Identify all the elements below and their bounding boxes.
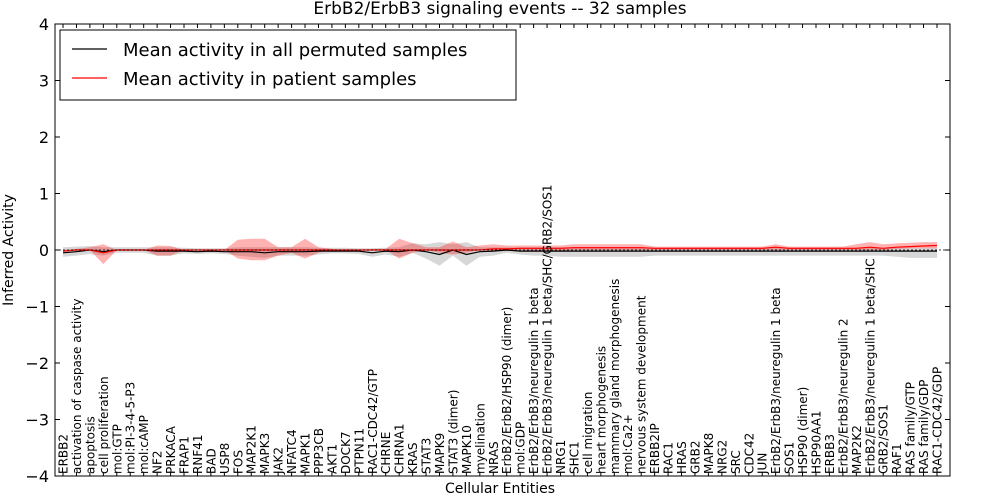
x-tick-label: ErbB2/ErbB3/neuregulin 1 beta (527, 287, 541, 474)
x-tick-label: apoptosis (83, 416, 97, 474)
x-tick-label: MAP2K1 (245, 425, 259, 474)
legend-label-permuted: Mean activity in all permuted samples (123, 40, 467, 61)
y-tick-label: −1 (25, 298, 49, 317)
x-tick-label: mol:Ca2+ (621, 414, 635, 474)
x-tick-label: ErbB2/ErbB3/neuregulin 1 beta/SHC/GRB2/S… (541, 184, 555, 474)
x-tick-label: RAS family/GDP (917, 380, 931, 474)
x-tick-label: GRB2/SOS1 (877, 404, 891, 474)
x-tick-label: CHRNA1 (393, 423, 407, 474)
y-axis-label: Inferred Activity (1, 194, 17, 306)
x-tick-label: MAPK8 (702, 433, 716, 474)
y-tick-label: 2 (39, 128, 49, 147)
y-tick-label: 3 (39, 72, 49, 91)
chart-title: ErbB2/ErbB3 signaling events -- 32 sampl… (313, 0, 686, 19)
confidence-bands (63, 238, 937, 266)
x-tick-label: NF2 (151, 450, 165, 474)
x-tick-label: heart morphogenesis (594, 346, 608, 474)
x-tick-label: mol:cAMP (137, 415, 151, 474)
x-tick-label: MAP2K2 (850, 425, 864, 474)
x-tick-label: ErbB2/ErbB3/neuregulin 1 beta/SHC (863, 258, 877, 474)
y-axis: −4 −3 −2 −1 0 1 2 3 4 (25, 15, 950, 486)
x-tick-label: STAT3 (dimer) (446, 390, 460, 474)
x-axis: ERBB2 activation of caspase activity apopt… (57, 24, 945, 476)
x-tick-label: nervous system development (635, 295, 649, 474)
x-tick-label: MAPK9 (433, 433, 447, 474)
x-tick-label: DOCK7 (339, 431, 353, 474)
x-tick-label: RAS family/GTP (904, 382, 918, 474)
x-tick-label: PPP3CB (312, 428, 326, 474)
y-tick-label: −4 (25, 467, 49, 486)
x-tick-label: ERBB2 (57, 434, 71, 474)
x-tick-label: JUN (756, 453, 770, 475)
x-tick-label: ErbB2/ErbB3/neuregulin 2 (836, 318, 850, 474)
legend-frame (59, 29, 517, 101)
x-tick-label: SRC (729, 450, 743, 474)
x-tick-label: cell proliferation (97, 376, 111, 474)
x-tick-label: myelination (473, 403, 487, 474)
x-tick-label: MAPK10 (460, 425, 474, 474)
x-tick-label: HSP90AA1 (810, 410, 824, 474)
x-tick-label: CHRNE (379, 432, 393, 474)
x-tick-label: ERBB2IP (648, 423, 662, 474)
legend: Mean activity in all permuted samples Me… (59, 29, 517, 101)
x-tick-label: RAC1-CDC42/GTP (366, 369, 380, 474)
series-lines (55, 244, 950, 256)
x-tick-label: RAC1-CDC42/GDP (931, 367, 945, 474)
x-tick-label: mammary gland morphogenesis (608, 279, 622, 474)
y-tick-label: −2 (25, 354, 49, 373)
x-tick-label: cell migration (581, 392, 595, 474)
x-tick-label: GRB2 (689, 440, 703, 474)
x-tick-label: NFATC4 (285, 429, 299, 474)
x-tick-label: ErbB2/ErbB3/neuregulin 1 beta (769, 287, 783, 474)
x-tick-label: mol:GTP (110, 424, 124, 474)
legend-label-patient: Mean activity in patient samples (123, 69, 417, 90)
x-tick-label: AKT1 (325, 444, 339, 474)
y-tick-label: −3 (25, 411, 49, 430)
x-tick-label: BAD (204, 448, 218, 474)
x-axis-label: Cellular Entities (445, 481, 555, 497)
x-tick-label: MAPK3 (258, 433, 272, 474)
x-tick-label: ErbB2/ErbB2/HSP90 (dimer) (500, 307, 514, 474)
x-tick-label: NRG2 (715, 440, 729, 474)
y-tick-label: 1 (39, 185, 49, 204)
x-tick-label: STAT3 (420, 438, 434, 474)
x-tick-label: ERBB3 (823, 434, 837, 474)
x-tick-label: JAK2 (272, 447, 286, 475)
x-tick-label: HRAS (675, 441, 689, 474)
x-tick-label: activation of caspase activity (70, 299, 84, 474)
x-tick-label: mol:GDP (514, 422, 528, 474)
x-tick-label: RNF41 (191, 435, 205, 475)
x-tick-label: KRAS (406, 442, 420, 474)
x-tick-label: SHC1 (568, 441, 582, 474)
x-tick-label: FRAP1 (178, 436, 192, 474)
y-tick-label: 0 (39, 241, 49, 260)
x-tick-label: mol:PI-3-4-5-P3 (124, 382, 138, 474)
x-tick-label: PRKACA (164, 425, 178, 474)
x-tick-label: USP8 (218, 443, 232, 474)
x-tick-label: NRG1 (554, 440, 568, 474)
y-tick-label: 4 (39, 15, 49, 34)
x-tick-label: MAPK1 (299, 433, 313, 474)
x-tick-label: CDC42 (742, 433, 756, 474)
x-tick-label: NRAS (487, 441, 501, 474)
x-tick-label: RAF1 (890, 443, 904, 474)
x-tick-label: RAC1 (662, 442, 676, 474)
x-tick-label: FOS (231, 450, 245, 474)
permuted-mean-line (62, 249, 937, 256)
x-tick-label: SOS1 (783, 442, 797, 474)
x-tick-label: HSP90 (dimer) (796, 387, 810, 474)
x-tick-label: PTPN11 (352, 428, 366, 474)
